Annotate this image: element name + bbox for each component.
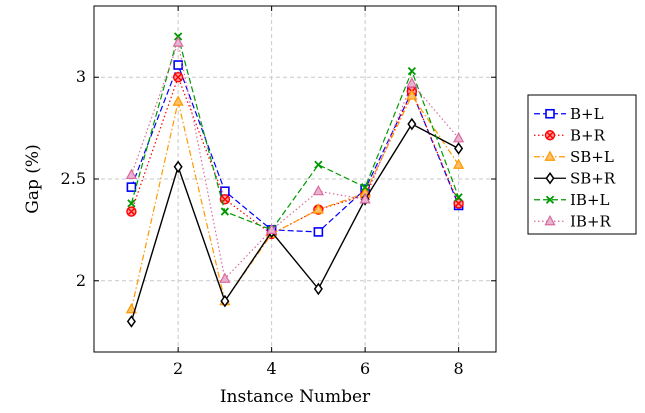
data-point [220, 294, 230, 308]
data-point [125, 302, 138, 314]
data-point [454, 142, 464, 155]
x-axis-label: Instance Number [220, 387, 371, 407]
legend-item: B+R [534, 126, 606, 144]
series-line [130, 123, 459, 322]
grid-lines [94, 6, 496, 352]
legend-label: SB+R [570, 169, 616, 187]
data-point [545, 108, 555, 119]
legend-label: IB+R [570, 212, 612, 230]
legend: B+L B+R SB+L SB+R IB+L IB+R [527, 94, 637, 235]
data-point [219, 272, 231, 283]
x-tick-label: 8 [454, 359, 464, 378]
data-point-cross [454, 199, 463, 208]
legend-label: SB+L [570, 148, 614, 166]
legend-label: B+R [570, 126, 606, 144]
data-point [313, 282, 323, 296]
series-layer [125, 32, 465, 328]
data-point [454, 193, 463, 202]
series-line [130, 94, 460, 310]
data-point [172, 36, 184, 47]
y-tick-label: 3 [76, 67, 86, 86]
series-line [130, 40, 460, 280]
data-point [126, 315, 136, 328]
legend-item: IB+R [534, 212, 612, 230]
legend-item: B+L [534, 105, 604, 123]
data-point [452, 158, 465, 169]
axis-ticks: 2 4 6 8 2 2.5 3 [61, 6, 496, 378]
data-point [359, 193, 371, 204]
x-tick-label: 6 [360, 359, 370, 378]
y-tick-label: 2 [76, 271, 86, 290]
y-tick-label: 2.5 [61, 169, 86, 188]
data-point [545, 171, 555, 185]
legend-label: IB+L [570, 191, 610, 209]
legend-item: SB+L [534, 148, 614, 166]
data-point [452, 132, 465, 143]
data-point [406, 89, 418, 100]
legend-item: IB+L [534, 191, 610, 209]
data-point [360, 183, 370, 192]
y-axis-label: Gap (%) [23, 144, 43, 213]
data-point [126, 182, 137, 192]
data-point-cross [546, 131, 554, 139]
data-point [173, 160, 183, 174]
series-ib-r [125, 36, 465, 283]
data-point [125, 168, 138, 180]
plot-frame [93, 5, 497, 353]
data-point [544, 150, 556, 161]
data-point [220, 207, 230, 216]
data-point [407, 66, 416, 76]
data-point [313, 227, 324, 237]
data-point [266, 223, 278, 234]
data-point [406, 77, 418, 88]
x-tick-label: 4 [267, 359, 277, 378]
series-line [130, 34, 460, 231]
series-ib-l [127, 32, 463, 235]
legend-item: SB+R [534, 169, 616, 187]
data-point [544, 214, 556, 226]
data-point-cross [127, 207, 136, 216]
data-point [173, 60, 183, 70]
legend-label: B+L [570, 105, 604, 123]
data-point [545, 195, 555, 204]
series-sb-l [125, 89, 465, 314]
data-point-cross [174, 73, 182, 81]
data-point [314, 160, 323, 169]
data-point [127, 199, 136, 208]
data-point [172, 95, 184, 106]
data-point [312, 184, 324, 196]
data-point [312, 203, 324, 214]
data-point [407, 117, 417, 131]
series-line [130, 75, 460, 235]
x-tick-label: 2 [173, 359, 183, 378]
